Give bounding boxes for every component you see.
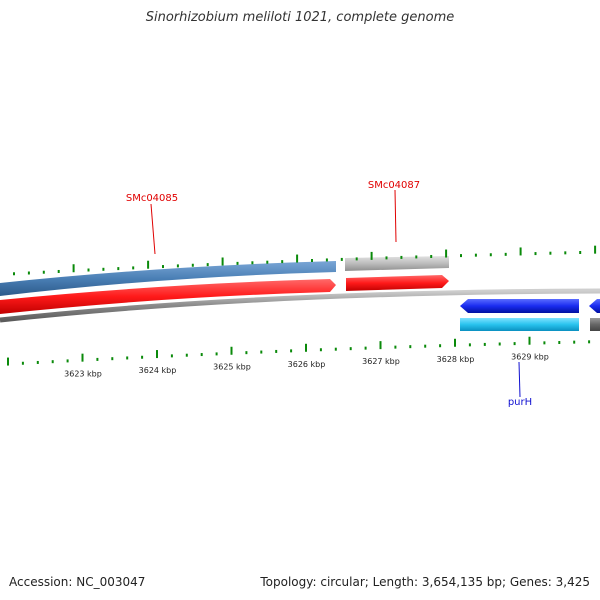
kbp-tick-label: 3624 kbp	[139, 366, 177, 375]
cds-feature-purH[interactable]	[460, 299, 579, 313]
gene-label-SMc04085[interactable]: SMc04085	[126, 193, 178, 204]
genome-title: Sinorhizobium meliloti 1021, complete ge…	[145, 10, 455, 25]
accession-text: Accession: NC_003047	[9, 575, 146, 589]
gene-label-purH[interactable]: purH	[508, 397, 532, 408]
leader-SMc04087	[394, 189, 397, 243]
kbp-tick-label: 3628 kbp	[437, 355, 475, 364]
kbp-tick-label: 3629 kbp	[511, 353, 549, 362]
cds-feature-SMc04087[interactable]	[346, 275, 449, 291]
kbp-tick-label: 3627 kbp	[362, 357, 400, 366]
outer-tick-marks	[13, 245, 597, 276]
leader-purH	[518, 361, 521, 398]
gene-feature-dark[interactable]	[590, 318, 600, 331]
gene-feature-grey[interactable]	[345, 256, 449, 271]
gene-feature-steelblue[interactable]	[0, 261, 336, 296]
kbp-tick-label: 3623 kbp	[64, 370, 102, 379]
inner-tick-marks	[7, 336, 591, 366]
gene-label-SMc04087[interactable]: SMc04087	[368, 180, 420, 191]
cds-feature-next[interactable]	[589, 299, 600, 313]
genome-summary-text: Topology: circular; Length: 3,654,135 bp…	[260, 575, 590, 589]
cds-feature-SMc04085[interactable]	[0, 279, 336, 314]
genome-backbone	[0, 288, 600, 323]
leader-SMc04085	[150, 203, 156, 255]
kbp-tick-label: 3626 kbp	[288, 360, 326, 369]
tick-labels: 3623 kbp 3624 kbp 3625 kbp 3626 kbp 3627 kbp…	[64, 353, 549, 379]
gene-feature-purH[interactable]	[460, 318, 579, 331]
kbp-tick-label: 3625 kbp	[213, 363, 251, 372]
